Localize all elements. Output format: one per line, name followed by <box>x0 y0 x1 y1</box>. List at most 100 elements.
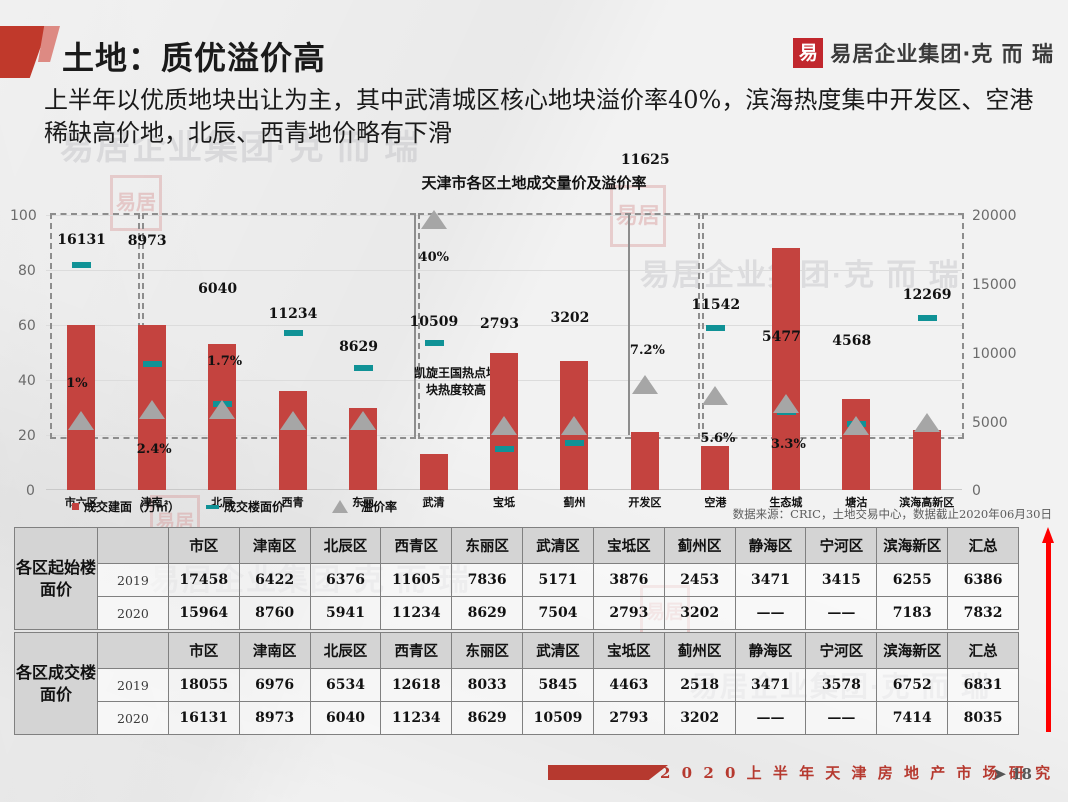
x-axis-category-label: 滨海高新区 <box>899 496 955 509</box>
table-cell: 18055 <box>167 668 240 702</box>
x-axis-category-label: 东丽 <box>352 496 375 509</box>
legend-label: 溢价率 <box>361 500 398 514</box>
data-table: 各区成交楼面价 市区 津南区 北辰区 西青区 东丽区 武清区 宝坻区 蓟州区 静… <box>14 632 1019 735</box>
y-axis-right-tick: 15000 <box>972 277 1017 293</box>
y-axis-right-tick: 20000 <box>972 208 1017 224</box>
chart-premium-marker <box>772 394 799 413</box>
chart-bar <box>630 432 659 490</box>
chart-value-label: 12269 <box>902 287 952 304</box>
chart-value-label: 16131 <box>57 232 106 249</box>
table-year-cell: 2020 <box>97 596 169 630</box>
table-col-header: 蓟州区 <box>663 632 736 669</box>
legend-swatch-dash <box>206 504 220 509</box>
x-axis-category-label: 津南 <box>140 496 163 509</box>
table-cell: 6422 <box>238 563 311 597</box>
footer-accent-bar <box>548 765 668 780</box>
legend-swatch-bar <box>72 503 79 510</box>
table-cell: 3202 <box>663 596 736 630</box>
table-cell: 3578 <box>805 668 878 702</box>
chart-premium-marker <box>420 209 447 229</box>
chart-value-label: 2793 <box>480 315 519 332</box>
table-col-header: 蓟州区 <box>663 527 736 564</box>
chart-premium-marker <box>279 410 306 430</box>
table-col-header: 滨海新区 <box>876 632 949 669</box>
table-cell: 17458 <box>167 563 240 597</box>
x-axis-category-label: 塘沽 <box>845 496 868 509</box>
table-cell: 2518 <box>663 668 736 702</box>
chart-bar <box>771 248 800 490</box>
table-col-header: 西青区 <box>380 527 453 564</box>
table-cell: 11234 <box>380 701 453 735</box>
table-start-floor-price: 各区起始楼面价 市区 津南区 北辰区 西青区 东丽区 武清区 宝坻区 蓟州区 静… <box>14 527 1019 630</box>
x-axis-category-label: 空港 <box>704 496 727 509</box>
highlight-box-outer <box>418 213 700 439</box>
chart-premium-marker <box>491 416 517 435</box>
table-cell: 8033 <box>451 668 524 702</box>
table-cell: 7504 <box>522 596 594 630</box>
x-axis-category-label: 西青 <box>281 496 304 509</box>
table-cell: —— <box>734 701 807 735</box>
legend-label: 成交楼面价 <box>224 500 285 514</box>
chart-value-label: 10509 <box>409 313 459 330</box>
chart-premium-marker <box>561 416 588 435</box>
y-axis-left-tick: 40 <box>18 373 36 389</box>
table-header-row: 各区成交楼面价 市区 津南区 北辰区 西青区 东丽区 武清区 宝坻区 蓟州区 静… <box>14 632 1019 735</box>
table-row: 2019 17458 6422 6376 11605 7836 5171 387… <box>15 563 1019 597</box>
table-cell: —— <box>805 701 878 735</box>
chart-price-marker <box>354 365 374 372</box>
chart-price-marker <box>495 445 514 452</box>
x-axis-category-label: 开发区 <box>628 496 662 509</box>
table-col-header: 武清区 <box>522 632 594 669</box>
chart-percent-label: 5.6% <box>700 431 736 446</box>
footer-page-number: ➤ 18 <box>993 765 1032 783</box>
footer-title: 2 0 2 0 上 半 年 天 津 房 地 产 市 场 研 究 <box>660 764 1054 782</box>
table-row: 2020 15964 8760 5941 11234 8629 7504 279… <box>15 596 1019 630</box>
brand-logo: 易 易居企业集团·克 而 瑞 <box>793 38 1054 68</box>
table-cell: 8629 <box>451 701 524 735</box>
table-col-header: 津南区 <box>238 632 311 669</box>
table-year-cell: 2020 <box>97 701 169 735</box>
table-cell: 3471 <box>734 668 807 702</box>
chart-title: 天津市各区土地成交量价及溢价率 <box>421 174 647 192</box>
table-cell: 3876 <box>592 563 665 597</box>
chart-value-label: 11625 <box>620 152 670 168</box>
chart-value-label: 11234 <box>268 305 318 322</box>
table-col-header: 静海区 <box>734 632 807 669</box>
y-axis-right-tick: 5000 <box>972 415 1008 431</box>
table-cell: 15964 <box>167 596 240 630</box>
chart-value-label: 3202 <box>550 309 590 326</box>
table-cell: 5941 <box>309 596 382 630</box>
highlight-box-binhai <box>702 213 964 439</box>
data-table: 各区起始楼面价 市区 津南区 北辰区 西青区 东丽区 武清区 宝坻区 蓟州区 静… <box>14 527 1019 630</box>
chart-percent-label: 1% <box>66 376 88 391</box>
table-cell: 2793 <box>592 596 665 630</box>
upward-trend-arrow-icon <box>1042 527 1054 732</box>
table-cell: 3202 <box>663 701 736 735</box>
chart-price-marker <box>706 325 726 332</box>
y-axis-left-tick: 80 <box>18 263 36 279</box>
table-col-header: 西青区 <box>380 632 453 669</box>
chart-value-label: 4568 <box>832 333 872 350</box>
table-col-header: 北辰区 <box>309 632 382 669</box>
table-row: 2020 16131 8973 6040 11234 8629 10509 27… <box>15 701 1019 735</box>
table-cell: 6376 <box>309 563 382 597</box>
table-col-header: 汇总 <box>947 527 1019 564</box>
chart-premium-marker <box>702 385 729 405</box>
table-col-header: 宝坻区 <box>592 527 665 564</box>
chart-bar <box>419 454 448 490</box>
table-row: 2019 18055 6976 6534 12618 8033 5845 446… <box>15 668 1019 702</box>
legend-label: 成交建面（万㎡） <box>84 500 181 514</box>
page-title: 土地：质优溢价高 <box>62 39 327 77</box>
chart-percent-label: 1.7% <box>207 354 243 369</box>
x-axis-category-label: 武清 <box>422 496 445 509</box>
table-cell: 8760 <box>238 596 311 630</box>
chart-premium-marker <box>209 399 236 419</box>
table-cell: 7183 <box>876 596 949 630</box>
logo-seal-icon: 易 <box>793 38 824 68</box>
chart-premium-marker <box>913 413 940 433</box>
table-cell: 7836 <box>451 563 524 597</box>
table-col-header: 宁河区 <box>805 527 878 564</box>
x-axis-category-label: 蓟州 <box>563 496 586 509</box>
chart-annotation: 凯旋王国热点地块热度较高 <box>413 366 498 397</box>
